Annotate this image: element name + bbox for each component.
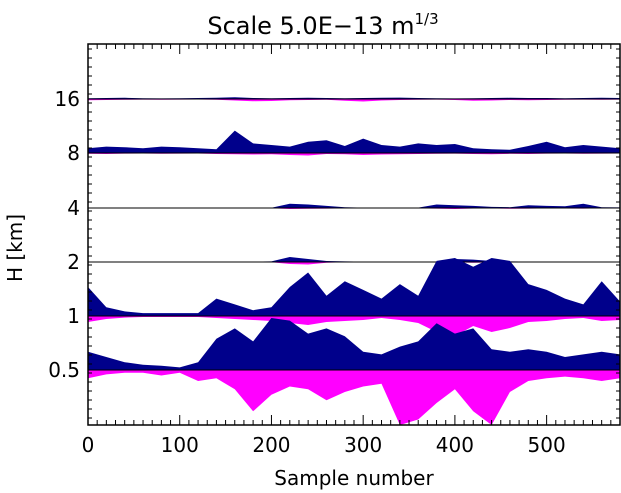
x-tick-label: 500: [528, 433, 566, 457]
negative-area: [88, 370, 620, 425]
chart-title: Scale 5.0E−13 m1/3: [207, 10, 438, 40]
x-tick-label: 200: [252, 433, 290, 457]
positive-area: [88, 203, 620, 208]
positive-area: [88, 257, 620, 262]
series-layer: [88, 97, 620, 425]
series-4: [88, 203, 620, 209]
chart-title-superscript: 1/3: [415, 10, 439, 28]
series-16: [88, 97, 620, 102]
y-tick-label: 4: [67, 196, 80, 220]
y-tick-label: 2: [67, 250, 80, 274]
series-1: [88, 258, 620, 336]
positive-area: [88, 130, 620, 153]
positive-area: [88, 258, 620, 316]
y-tick-label: 1: [67, 304, 80, 328]
series-0_5: [88, 318, 620, 425]
negative-area: [88, 99, 620, 102]
x-tick-label: 100: [161, 433, 199, 457]
ticks-layer: 0 100 200 300 400 500 16 8 4 2 1 0.5: [48, 44, 621, 457]
y-tick-label: 16: [55, 87, 80, 111]
y-tick-label: 0.5: [48, 358, 80, 382]
y-axis-label: H [km]: [3, 214, 27, 282]
series-8: [88, 130, 620, 156]
x-axis-label: Sample number: [274, 466, 434, 490]
negative-area: [88, 153, 620, 156]
x-tick-label: 0: [82, 433, 95, 457]
y-tick-label: 8: [67, 141, 80, 165]
series-2: [88, 257, 620, 265]
x-tick-label: 400: [436, 433, 474, 457]
negative-area: [88, 316, 620, 336]
positive-area: [88, 318, 620, 370]
x-tick-label: 300: [344, 433, 382, 457]
